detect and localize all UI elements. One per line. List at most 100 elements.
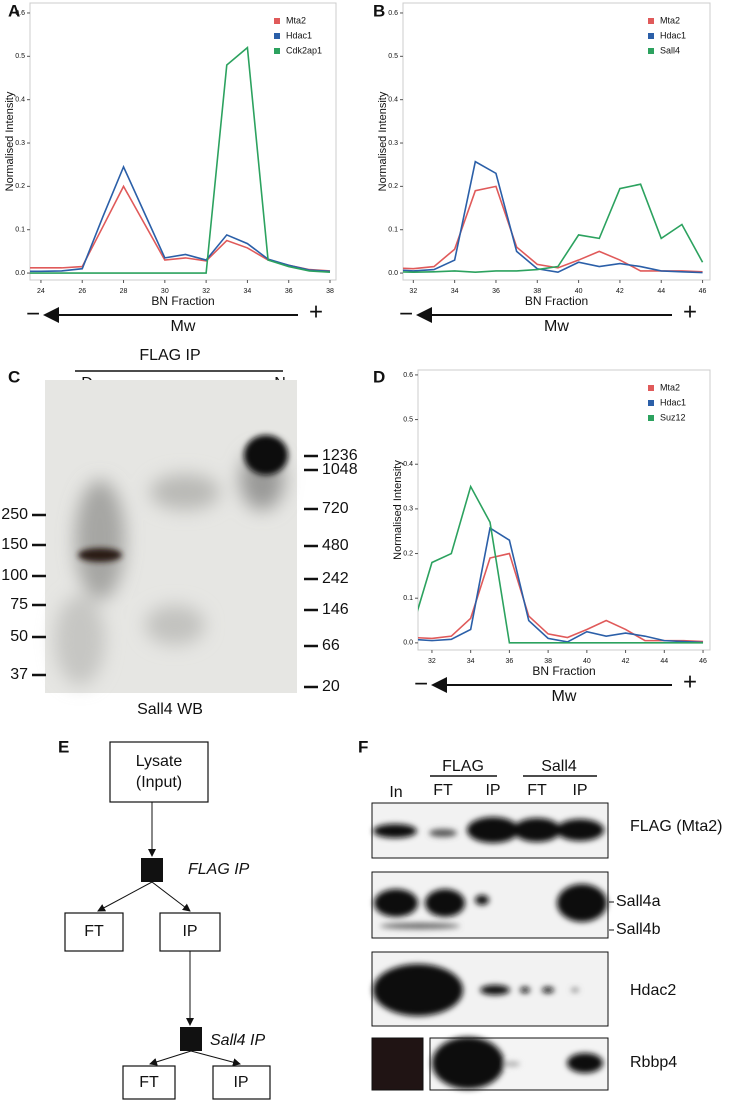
y-tick-label: 0.6 [388,10,398,17]
y-tick-label: 0.3 [403,506,413,513]
x-tick-label: 30 [161,288,169,295]
series-line [403,183,704,273]
legend-label: Cdk2ap1 [286,45,322,55]
x-tick-label: 40 [575,288,583,295]
node-label: Lysate [136,753,183,770]
legend-label: Sall4 [660,45,680,55]
y-tick-label: 0.1 [15,227,25,234]
y-tick-label: 0.6 [403,372,413,379]
x-tick-label: 46 [699,658,707,665]
x-tick-label: 38 [544,658,552,665]
y-tick-label: 0.2 [388,183,398,190]
x-tick-label: 34 [451,288,459,295]
series-line [418,552,704,643]
node-label: FT [84,923,104,940]
y-tick-label: 0.4 [15,97,25,104]
arrow-label: Mw [171,318,196,335]
x-tick-label: 32 [428,658,436,665]
panel-f: F FLAG Sall4 In FT IP FT IP FLAG (Mta2) … [358,737,722,1091]
legend-swatch [648,385,654,391]
blot-label: Hdac2 [630,982,676,999]
arrow-end: − [414,670,428,697]
arrow-end: + [683,668,697,695]
step-label: FLAG IP [188,861,250,878]
y-tick-label: 0.5 [403,416,413,423]
group-label: Sall4 [541,758,577,775]
x-tick-label: 32 [409,288,417,295]
y-tick-label: 0.1 [388,227,398,234]
group-label: FLAG [442,758,484,775]
panel-e: E Lysate (Input) FLAG IP FT IP Sall4 IP … [58,737,271,1100]
y-tick-label: 0.0 [388,270,398,277]
legend-swatch [648,33,654,39]
y-tick-label: 0.0 [15,270,25,277]
legend-label: Mta2 [660,15,680,25]
marker-label: 1048 [322,461,358,478]
x-axis-title: BN Fraction [532,664,595,678]
arrow-end: + [309,298,323,325]
panel-label: C [8,367,20,386]
legend-swatch [648,400,654,406]
arrow-end: − [26,300,40,327]
legend-swatch [648,415,654,421]
y-tick-label: 0.1 [403,595,413,602]
x-tick-label: 46 [699,288,707,295]
x-axis-title: BN Fraction [525,294,588,308]
node-label: FT [139,1074,159,1091]
plot-frame [417,369,711,651]
lane-label: FT [433,782,453,799]
y-tick-label: 0.0 [403,640,413,647]
marker-label: 250 [1,506,28,523]
blot-title: FLAG IP [139,347,200,364]
x-tick-label: 36 [505,658,513,665]
blot-caption: Sall4 WB [137,701,203,718]
marker-label: 37 [10,666,28,683]
x-tick-label: 44 [657,288,665,295]
blot-label: FLAG (Mta2) [630,818,722,835]
lane-label: IP [485,782,500,799]
series-line [30,164,331,273]
x-tick-label: 24 [37,288,45,295]
node-label: IP [182,923,197,940]
legend-label: Hdac1 [286,30,312,40]
legend-swatch [274,33,280,39]
legend-label: Suz12 [660,412,686,422]
step-label: Sall4 IP [210,1032,265,1049]
marker-label: 1236 [322,447,358,464]
y-axis-title: Normalised Intensity [377,91,389,191]
y-tick-label: 0.5 [15,53,25,60]
marker-label: 20 [322,678,340,695]
arrow-label: Mw [544,318,569,335]
legend-label: Mta2 [660,382,680,392]
legend-swatch [274,48,280,54]
marker-label: 75 [10,596,28,613]
x-tick-label: 36 [285,288,293,295]
panel-label: A [8,1,20,20]
blot-label: Sall4a [616,893,661,910]
lane-label: In [389,784,402,801]
y-tick-label: 0.3 [15,140,25,147]
x-tick-label: 38 [326,288,334,295]
series-line [418,484,704,644]
series-line [403,160,703,274]
marker-label: 242 [322,570,349,587]
panel-label: D [373,367,385,386]
series-line [403,185,703,273]
legend-swatch [648,48,654,54]
legend-swatch [648,18,654,24]
y-tick-label: 0.6 [15,10,25,17]
panel-label: E [58,737,69,756]
blot-label: Sall4b [616,921,661,938]
node-label: (Input) [136,774,182,791]
legend-label: Hdac1 [660,30,686,40]
lane-label: IP [572,782,587,799]
lane-label: FT [527,782,547,799]
blot-label: Rbbp4 [630,1054,677,1071]
marker-label: 480 [322,537,349,554]
arrow-label: Mw [552,688,577,705]
arrow-end: − [399,300,413,327]
x-tick-label: 36 [492,288,500,295]
marker-label: 66 [322,637,340,654]
plot-frame [29,2,337,281]
